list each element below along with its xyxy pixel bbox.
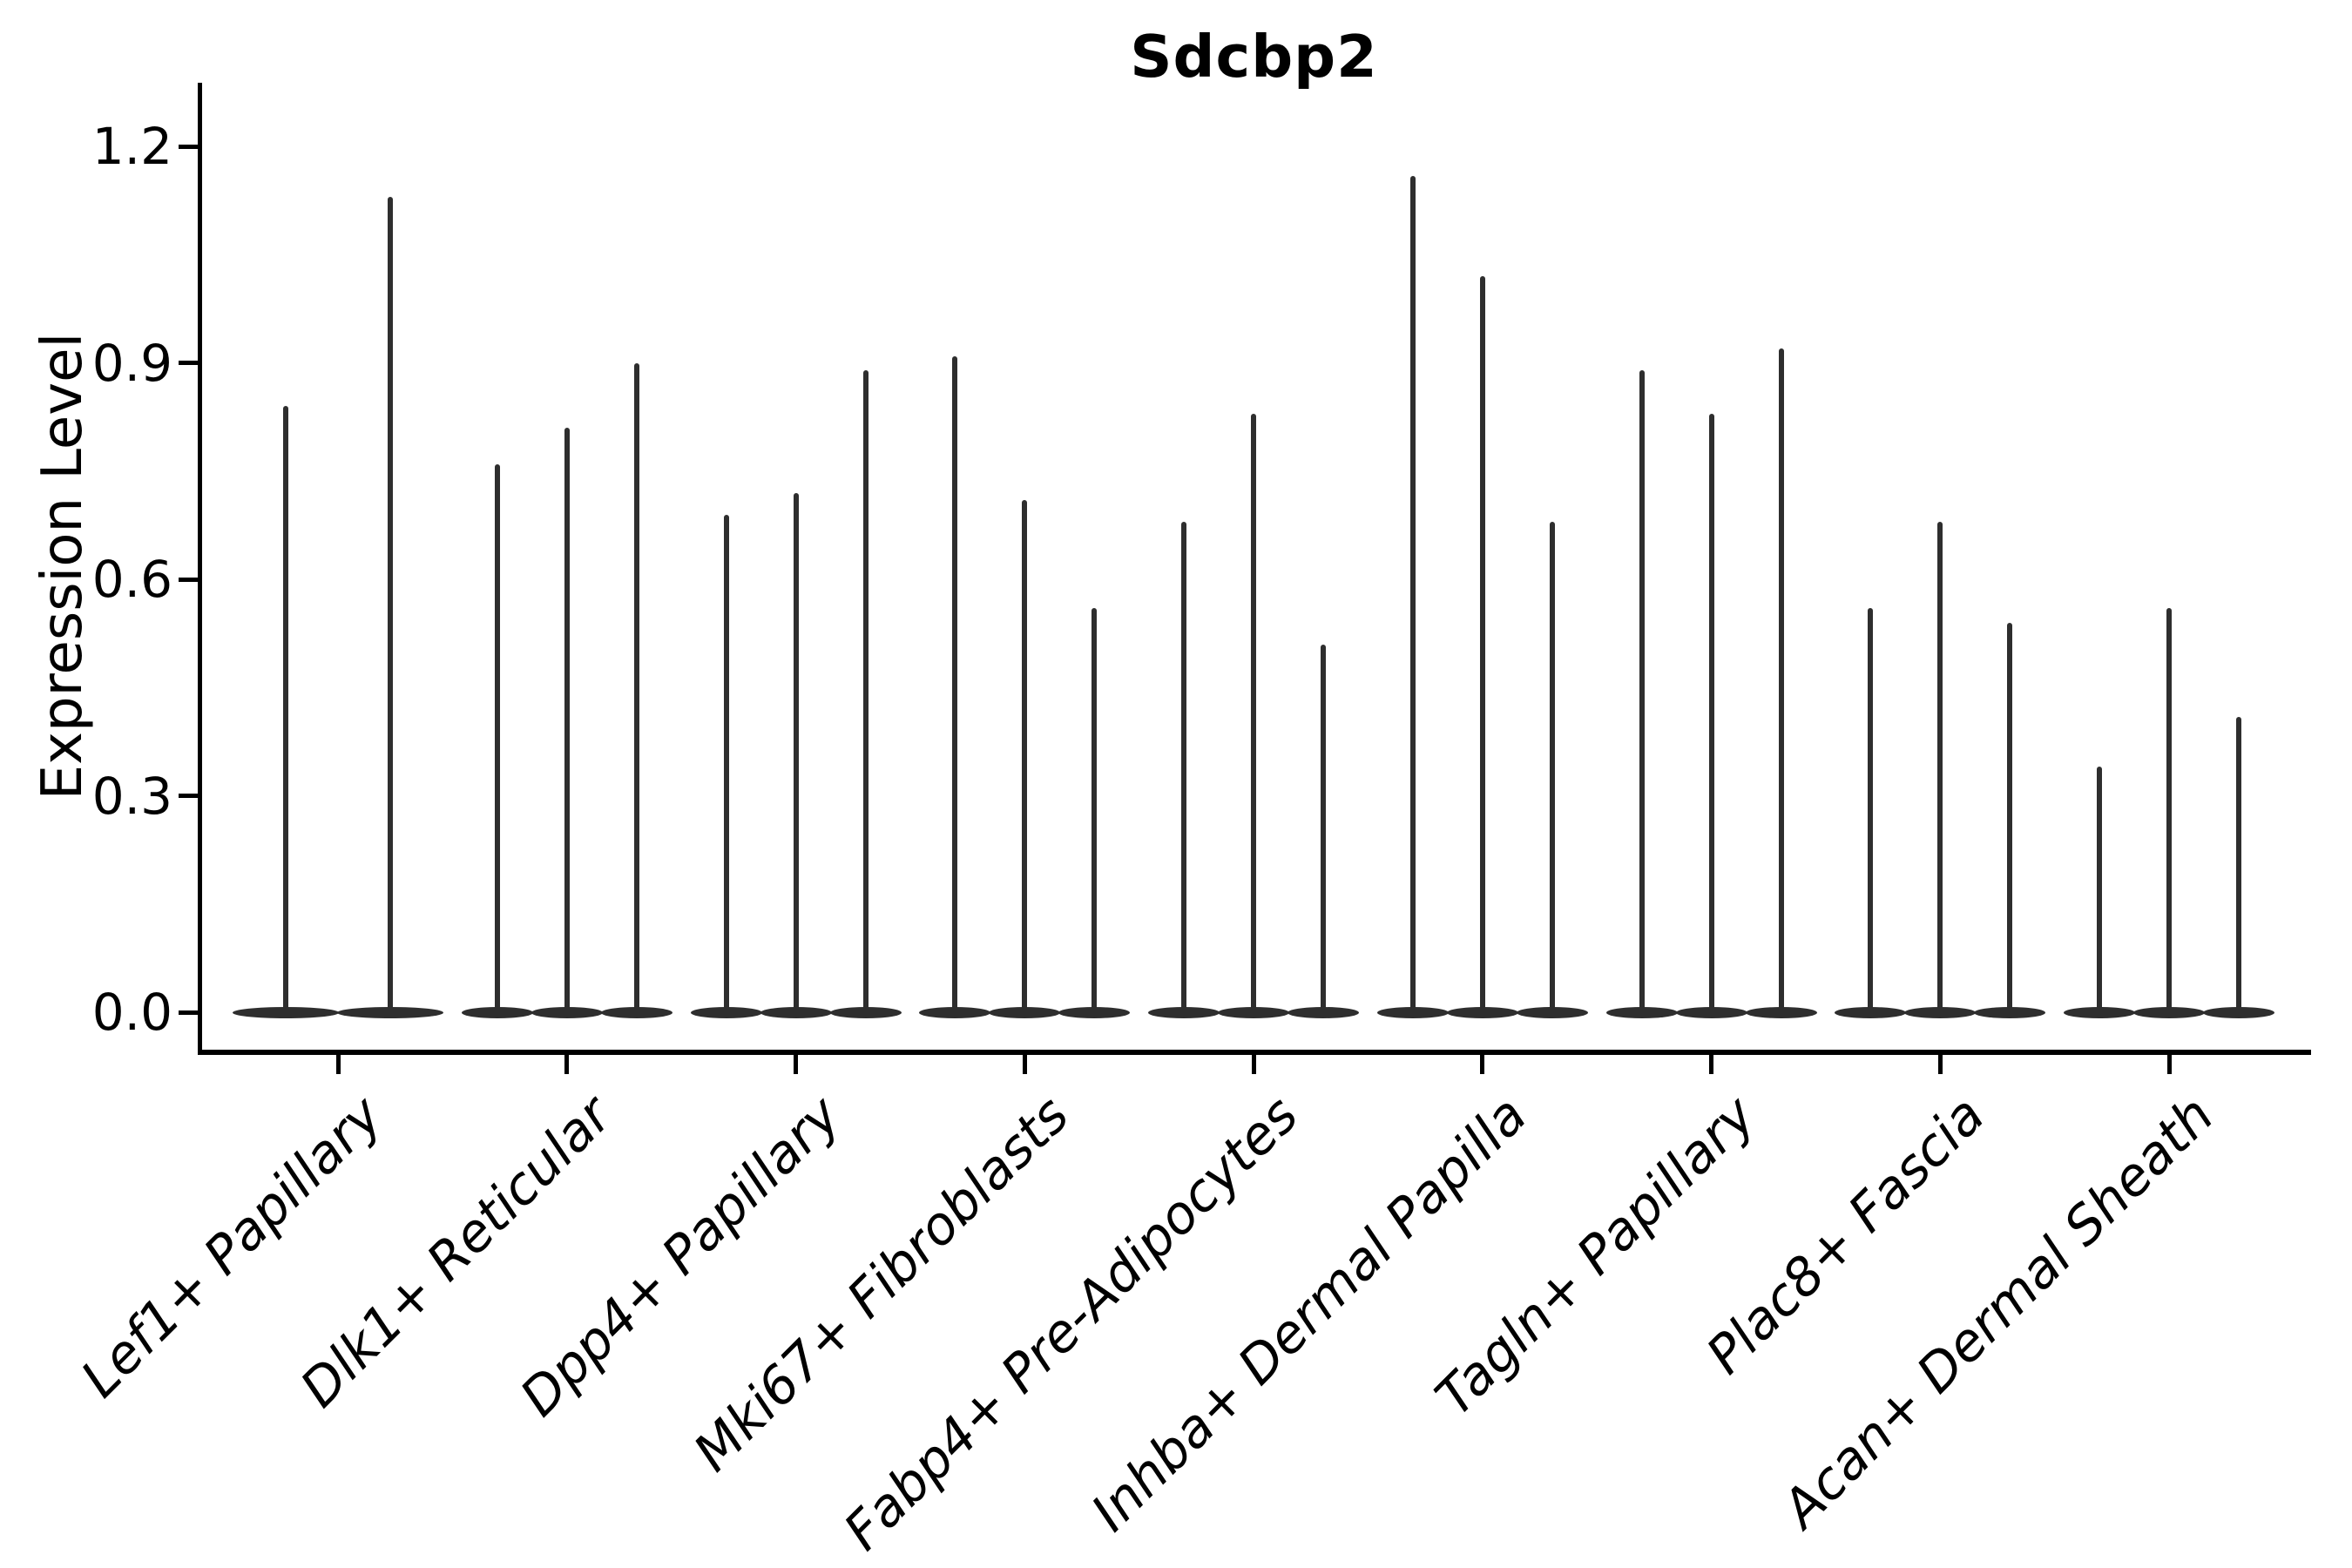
violin-body (337, 1006, 443, 1018)
violin-body (531, 1006, 603, 1018)
x-tick-mark (1480, 1055, 1485, 1074)
violin-spike (2236, 716, 2241, 1012)
violin-spike (1321, 644, 1326, 1012)
x-tick-label: Mki67+ Fibroblasts (682, 1085, 1081, 1484)
violin-spike (2166, 608, 2172, 1012)
x-tick-mark (1937, 1055, 1943, 1074)
x-tick-mark (2166, 1055, 2172, 1074)
violin-body (1745, 1006, 1817, 1018)
x-tick-mark (564, 1055, 570, 1074)
x-tick-label: Fabp4+ Pre-Adipocytes (832, 1085, 1310, 1563)
violin-spike (1181, 521, 1186, 1012)
y-tick-mark (179, 361, 198, 366)
violin-spike (1549, 521, 1555, 1012)
x-axis-spine (198, 1050, 2311, 1055)
violin-spike (723, 514, 729, 1012)
violin-spike (1251, 413, 1256, 1012)
y-tick-label: 0.9 (91, 333, 172, 393)
violin-spike (952, 355, 958, 1012)
violin-spike (1479, 276, 1485, 1012)
violin-spike (2007, 622, 2013, 1012)
violin-body (690, 1006, 762, 1018)
chart-title: Sdcbp2 (1130, 23, 1378, 91)
violin-spike (1022, 500, 1028, 1012)
violin-body (461, 1006, 533, 1018)
violin-body (233, 1006, 339, 1018)
violin-body (1058, 1006, 1131, 1018)
violin-spike (1708, 413, 1714, 1012)
violin-spike (2097, 767, 2102, 1012)
violin-body (1974, 1006, 2046, 1018)
violin-spike (1868, 608, 1874, 1012)
violin-body (1218, 1006, 1289, 1018)
violin-spike (1409, 175, 1416, 1012)
x-tick-label: Acan+ Dermal Sheath (1770, 1085, 2226, 1540)
violin-spike (283, 406, 288, 1012)
y-tick-mark (179, 144, 198, 149)
x-tick-mark (1251, 1055, 1256, 1074)
violin-body (2203, 1006, 2274, 1018)
y-tick-label: 0.3 (91, 766, 172, 826)
violin-body (1516, 1006, 1588, 1018)
violin-body (1605, 1006, 1678, 1018)
violin-body (2133, 1006, 2205, 1018)
violin-spike (633, 362, 639, 1012)
violin-spike (1639, 370, 1645, 1012)
violin-spike (862, 370, 868, 1012)
violin-spike (1778, 348, 1784, 1012)
violin-body (1675, 1006, 1747, 1018)
violin-body (760, 1006, 832, 1018)
y-tick-mark (179, 1010, 198, 1015)
violin-body (919, 1006, 991, 1018)
y-tick-label: 0.6 (91, 550, 172, 610)
violin-body (829, 1006, 902, 1018)
violin-spike (494, 463, 500, 1012)
violin-spike (1092, 608, 1098, 1012)
violin-body (1835, 1006, 1907, 1018)
violin-body (1288, 1006, 1359, 1018)
y-tick-mark (179, 577, 198, 582)
violin-body (1446, 1006, 1518, 1018)
violin-body (1376, 1006, 1449, 1018)
violin-body (600, 1006, 672, 1018)
y-tick-label: 1.2 (91, 117, 172, 177)
y-axis-spine (198, 83, 202, 1055)
violin-body (1904, 1006, 1977, 1018)
violin-spike (793, 492, 799, 1012)
violin-body (1148, 1006, 1220, 1018)
violin-body (989, 1006, 1061, 1018)
violin-spike (1937, 521, 1943, 1012)
x-tick-label: Inhba+ Dermal Papilla (1079, 1085, 1539, 1544)
x-tick-mark (1022, 1055, 1027, 1074)
x-tick-mark (335, 1055, 341, 1074)
violin-spike (564, 428, 570, 1012)
x-tick-mark (794, 1055, 798, 1074)
violin-spike (388, 197, 393, 1012)
x-tick-mark (1709, 1055, 1713, 1074)
violin-body (2064, 1006, 2135, 1018)
y-tick-mark (179, 794, 198, 799)
y-tick-label: 0.0 (91, 983, 172, 1042)
